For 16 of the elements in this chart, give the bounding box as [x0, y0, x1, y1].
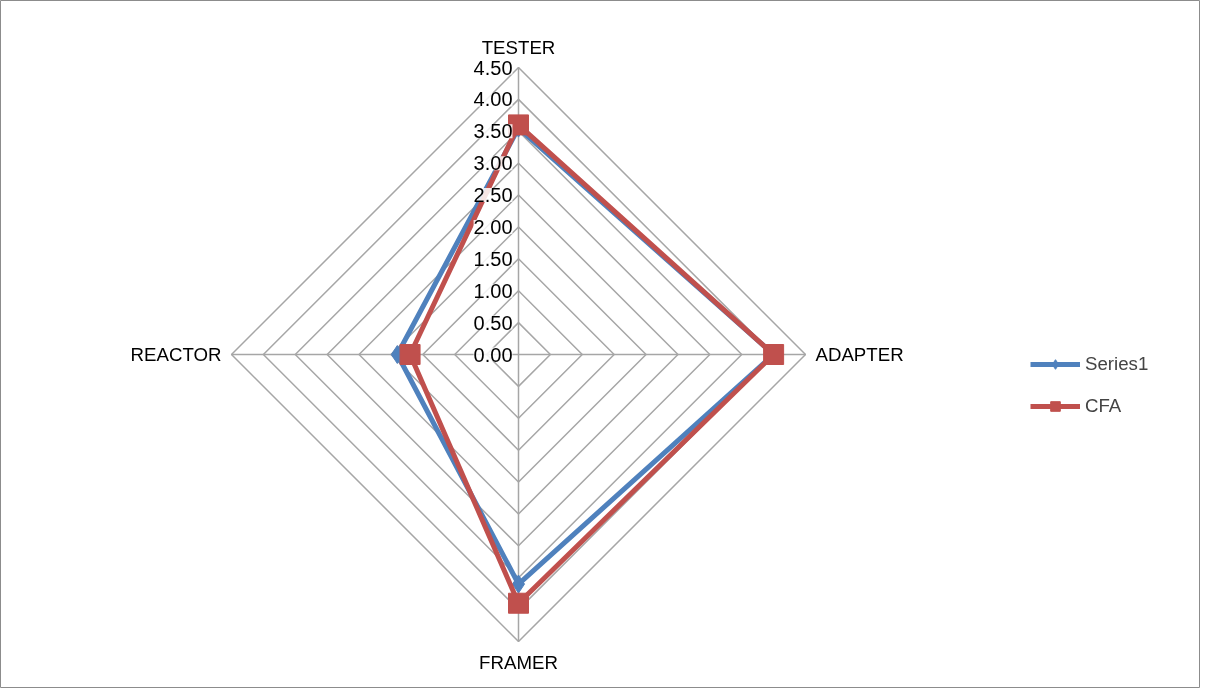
legend-label: Series1 — [1085, 353, 1149, 375]
y-tick-label: 2.00 — [473, 215, 513, 238]
spoke-label: REACTOR — [130, 344, 222, 365]
y-tick-label: 1.50 — [473, 247, 513, 270]
y-tick-label: 3.50 — [473, 120, 513, 143]
spoke-label: TESTER — [481, 36, 556, 58]
legend-label: CFA — [1085, 395, 1122, 417]
y-tick-label: 0.00 — [473, 343, 513, 366]
spoke-label: ADAPTER — [815, 344, 904, 365]
y-tick-label: 3.00 — [473, 152, 513, 175]
y-tick-label: 2.50 — [473, 184, 513, 207]
y-tick-label: 4.50 — [473, 56, 513, 79]
y-tick-label: 1.00 — [473, 279, 513, 302]
spoke-label: FRAMER — [479, 651, 558, 673]
y-tick-label: 4.00 — [473, 88, 513, 111]
y-tick-label: 0.50 — [473, 311, 513, 334]
